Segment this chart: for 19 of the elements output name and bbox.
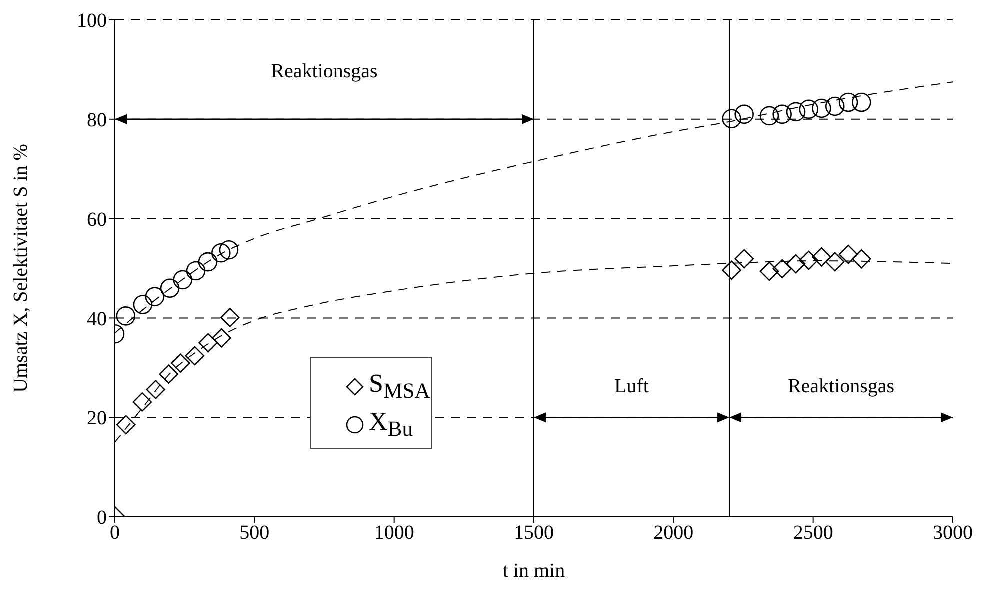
- x-tick-label: 1000: [374, 522, 414, 544]
- y-axis-title: Umsatz X, Selektivitaet S in %: [10, 144, 32, 393]
- y-tick-label: 20: [87, 408, 107, 430]
- x-tick-label: 500: [240, 522, 270, 544]
- annotation: Reaktionsgas: [788, 376, 895, 398]
- y-tick-label: 80: [87, 110, 107, 132]
- x-tick-label: 2000: [654, 522, 694, 544]
- x-tick-label: 3000: [933, 522, 973, 544]
- x-tick-label: 1500: [514, 522, 554, 544]
- legend-label: S$_{MSA}$: [369, 369, 430, 405]
- y-tick-label: 0: [97, 507, 107, 530]
- annotation: Luft: [614, 376, 650, 398]
- annotation: Reaktionsgas: [271, 60, 378, 82]
- legend-label: X$_{Bu}$: [369, 407, 414, 443]
- y-tick-label: 40: [87, 308, 107, 330]
- y-tick-label: 60: [87, 208, 107, 231]
- y-tick-label: 100: [77, 10, 107, 32]
- x-tick-label: 2500: [793, 522, 834, 544]
- x-axis-title: t in min: [502, 560, 566, 582]
